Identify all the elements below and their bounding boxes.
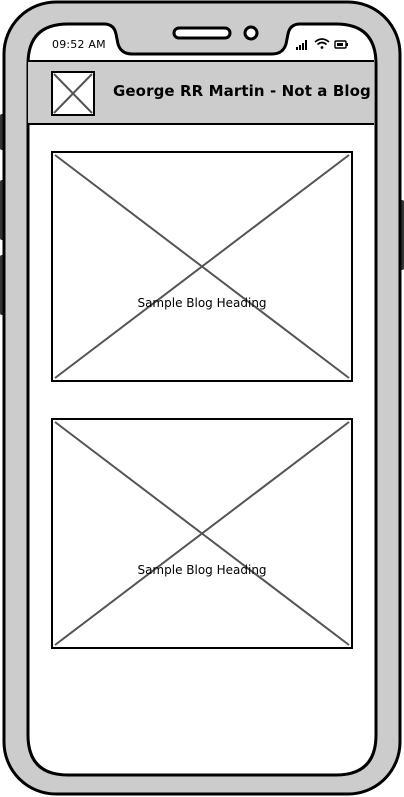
app-header: George RR Martin - Not a Blog <box>28 60 374 125</box>
battery-icon <box>334 40 348 49</box>
front-camera <box>243 25 259 41</box>
blog-post-card[interactable]: Sample Blog Heading <box>51 418 353 649</box>
signal-icon <box>296 40 307 50</box>
speaker-grille <box>172 26 232 40</box>
wifi-icon <box>314 38 330 49</box>
image-placeholder-icon[interactable] <box>51 71 95 116</box>
page-title: George RR Martin - Not a Blog <box>113 82 371 100</box>
blog-post-heading[interactable]: Sample Blog Heading <box>137 296 267 310</box>
blog-post-card[interactable]: Sample Blog Heading <box>51 151 353 382</box>
status-time: 09:52 AM <box>52 38 106 51</box>
image-placeholder-icon <box>54 421 350 646</box>
status-icons <box>296 38 348 50</box>
blog-post-heading[interactable]: Sample Blog Heading <box>137 563 267 577</box>
image-placeholder-icon <box>54 154 350 379</box>
